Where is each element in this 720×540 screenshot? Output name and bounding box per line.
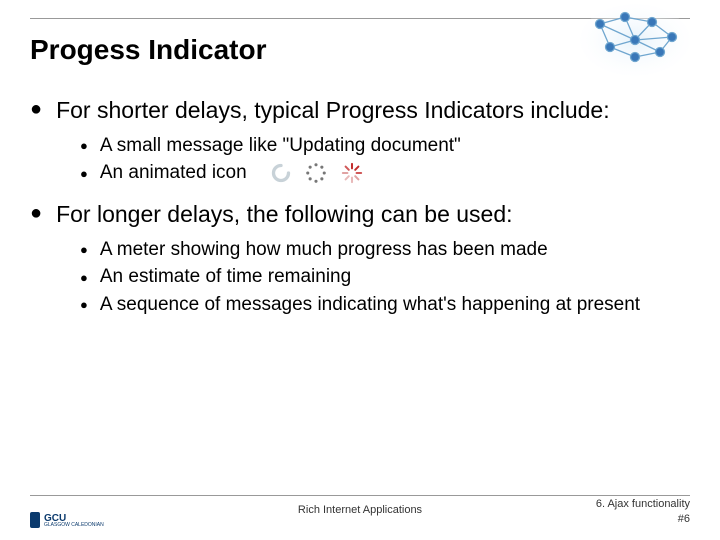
sub-bullet-group: ● A small message like "Updating documen…	[80, 133, 690, 186]
bullet-level1: ● For longer delays, the following can b…	[30, 200, 690, 229]
bullet-level2: ● A sequence of messages indicating what…	[80, 292, 690, 318]
spinner-arc-icon	[271, 163, 291, 183]
footer-logo: GCU GLASGOW CALEDONIAN	[30, 512, 104, 528]
bullet-text: For longer delays, the following can be …	[56, 200, 512, 229]
footer-right-block: 6. Ajax functionality #6	[596, 497, 690, 526]
footer-right-line1: 6. Ajax functionality	[596, 497, 690, 511]
bullet-icon: ●	[80, 266, 88, 289]
bullet-icon: ●	[80, 162, 88, 185]
bullet-text: A meter showing how much progress has be…	[100, 237, 548, 263]
slide-title: Progess Indicator	[30, 34, 267, 66]
spinner-icons-row	[271, 162, 363, 184]
bullet-level2: ● A meter showing how much progress has …	[80, 237, 690, 263]
bullet-text: An animated icon	[100, 160, 247, 186]
bullet-icon: ●	[80, 238, 88, 261]
footer-center-text: Rich Internet Applications	[298, 504, 422, 516]
bullet-text: A sequence of messages indicating what's…	[100, 292, 640, 318]
sub-bullet-group: ● A meter showing how much progress has …	[80, 237, 690, 318]
bullet-icon: ●	[80, 293, 88, 316]
logo-mark-icon	[30, 512, 40, 528]
logo-text-block: GCU GLASGOW CALEDONIAN	[44, 513, 104, 528]
footer-right-line2: #6	[596, 512, 690, 526]
bullet-icon: ●	[80, 134, 88, 157]
bullet-text: An estimate of time remaining	[100, 264, 351, 290]
network-graphic-icon	[580, 2, 690, 77]
bullet-icon: ●	[30, 200, 42, 229]
bottom-divider	[30, 495, 690, 496]
bullet-text: A small message like "Updating document"	[100, 133, 461, 159]
bullet-level2: ● An animated icon	[80, 160, 690, 186]
bullet-level2: ● An estimate of time remaining	[80, 264, 690, 290]
bullet-level1: ● For shorter delays, typical Progress I…	[30, 96, 690, 125]
bullet-level2: ● A small message like "Updating documen…	[80, 133, 690, 159]
spinner-dots-icon	[305, 162, 327, 184]
bullet-text: For shorter delays, typical Progress Ind…	[56, 96, 610, 125]
slide-content: ● For shorter delays, typical Progress I…	[30, 96, 690, 332]
logo-subtext: GLASGOW CALEDONIAN	[44, 522, 104, 528]
bullet-icon: ●	[30, 96, 42, 125]
spinner-burst-icon	[341, 162, 363, 184]
